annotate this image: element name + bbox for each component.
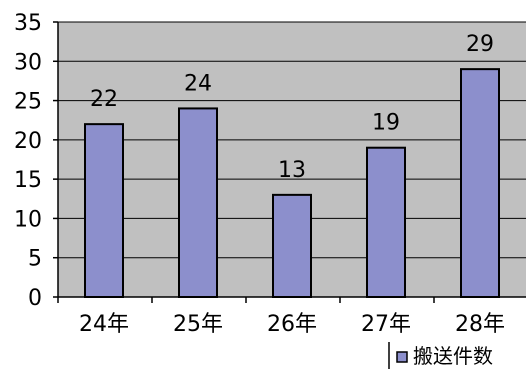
y-tick-label-30: 30 [14, 50, 42, 75]
x-tick-label-1: 25年 [173, 312, 223, 337]
bar-2 [272, 193, 312, 299]
x-tick-label-2: 26年 [267, 312, 317, 337]
y-tick-label-35: 35 [14, 11, 42, 36]
x-tick-label-3: 27年 [361, 312, 411, 337]
data-label-0: 22 [90, 87, 118, 112]
bar-4 [460, 68, 500, 299]
y-tick-label-25: 25 [14, 90, 42, 115]
x-tick-label-4: 28年 [455, 312, 505, 337]
data-label-3: 19 [372, 111, 400, 136]
bar-3 [366, 146, 406, 298]
data-label-2: 13 [278, 158, 306, 183]
y-tick-label-10: 10 [14, 207, 42, 232]
y-tick-label-0: 0 [28, 286, 42, 311]
bar-1 [178, 107, 218, 298]
y-tick-label-5: 5 [28, 247, 42, 272]
legend-swatch [396, 351, 408, 363]
data-label-1: 24 [184, 71, 212, 96]
y-tick-label-20: 20 [14, 129, 42, 154]
x-tick-label-0: 24年 [79, 312, 129, 337]
data-label-4: 29 [466, 32, 494, 57]
y-tick-label-15: 15 [14, 168, 42, 193]
bar-0 [84, 123, 124, 299]
legend-label: 搬送件数 [413, 344, 493, 368]
